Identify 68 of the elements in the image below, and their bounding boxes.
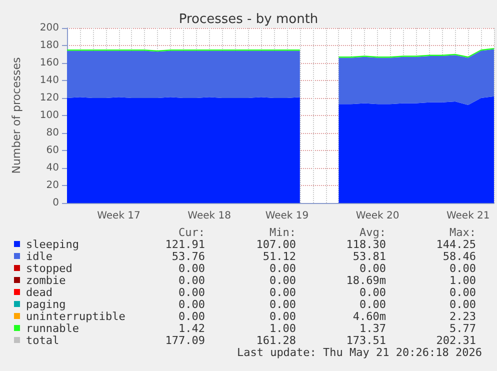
text: 2.23	[450, 310, 476, 323]
text: 0.00	[450, 298, 476, 311]
text: 0.00	[178, 286, 205, 299]
x-tick-label: Week 19	[265, 210, 309, 222]
text: 53.76	[172, 250, 205, 263]
y-tick-label: 80	[46, 128, 59, 138]
legend-label: sleeping	[26, 238, 79, 251]
text: 121.91	[165, 238, 205, 251]
text: 4.60m	[352, 310, 386, 323]
text: 0.00	[270, 310, 296, 323]
chart-title: Processes - by month	[178, 12, 318, 27]
text: 0.00	[270, 286, 296, 299]
text: 1.00	[270, 322, 296, 335]
text: 0.00	[178, 274, 205, 287]
text: 1.42	[178, 322, 205, 335]
text: 1.00	[450, 274, 476, 287]
y-tick-label: 120	[40, 92, 59, 104]
text: 202.31	[436, 334, 476, 347]
x-tick-label: Week 17	[97, 210, 140, 222]
y-tick-label: 140	[40, 75, 59, 86]
text: 1.37	[360, 322, 386, 335]
legend-label: zombie	[26, 274, 66, 287]
text: 107.00	[256, 238, 296, 251]
y-tick-label: 20	[46, 180, 59, 191]
text: 0.00	[270, 298, 296, 311]
legend-label: total	[26, 334, 60, 347]
text: Cur:	[178, 226, 205, 239]
legend-label: runnable	[26, 322, 79, 335]
text: 118.30	[346, 238, 386, 251]
text: 0.00	[270, 274, 296, 287]
text: Last update: Thu May 21 20:26:18 2026	[236, 346, 482, 359]
x-tick-label: Week 18	[188, 210, 231, 222]
y-axis-title: Number of processes	[10, 56, 23, 174]
text: 0.00	[360, 262, 386, 275]
text: 0.00	[178, 298, 205, 311]
text: 18.69m	[346, 274, 386, 287]
text: 0.00	[450, 286, 476, 299]
text: Min:	[270, 226, 296, 239]
text: 0.00	[178, 310, 205, 323]
x-tick-label: Week 20	[356, 210, 400, 222]
text: 0.00	[178, 262, 205, 275]
legend-label: dead	[26, 286, 52, 299]
text: 144.25	[436, 238, 476, 251]
x-tick-label: Week 21	[446, 210, 490, 222]
text: 5.77	[450, 322, 476, 335]
y-tick-label: 60	[46, 145, 59, 156]
text: Max:	[450, 226, 476, 239]
y-tick-label: 180	[40, 40, 59, 51]
y-tick-label: 100	[40, 110, 59, 121]
text: 51.12	[262, 250, 296, 263]
text: 0.00	[450, 262, 476, 275]
y-tick-label: 0	[52, 198, 59, 208]
y-tick-label: 200	[40, 22, 59, 34]
text: 177.09	[165, 334, 205, 347]
legend-label: idle	[26, 250, 52, 263]
text: 0.00	[360, 286, 386, 299]
text: 0.00	[360, 298, 386, 311]
legend-label: uninterruptible	[26, 310, 126, 323]
text: 53.81	[352, 250, 386, 263]
legend-label: stopped	[26, 262, 72, 275]
text: 161.28	[256, 334, 296, 347]
text: 0.00	[270, 262, 296, 275]
text: Avg:	[360, 226, 386, 239]
y-tick-label: 160	[40, 58, 59, 68]
y-tick-label: 40	[46, 162, 59, 174]
text: 173.51	[346, 334, 386, 347]
legend-label: paging	[26, 298, 66, 311]
text: 58.46	[442, 250, 476, 263]
